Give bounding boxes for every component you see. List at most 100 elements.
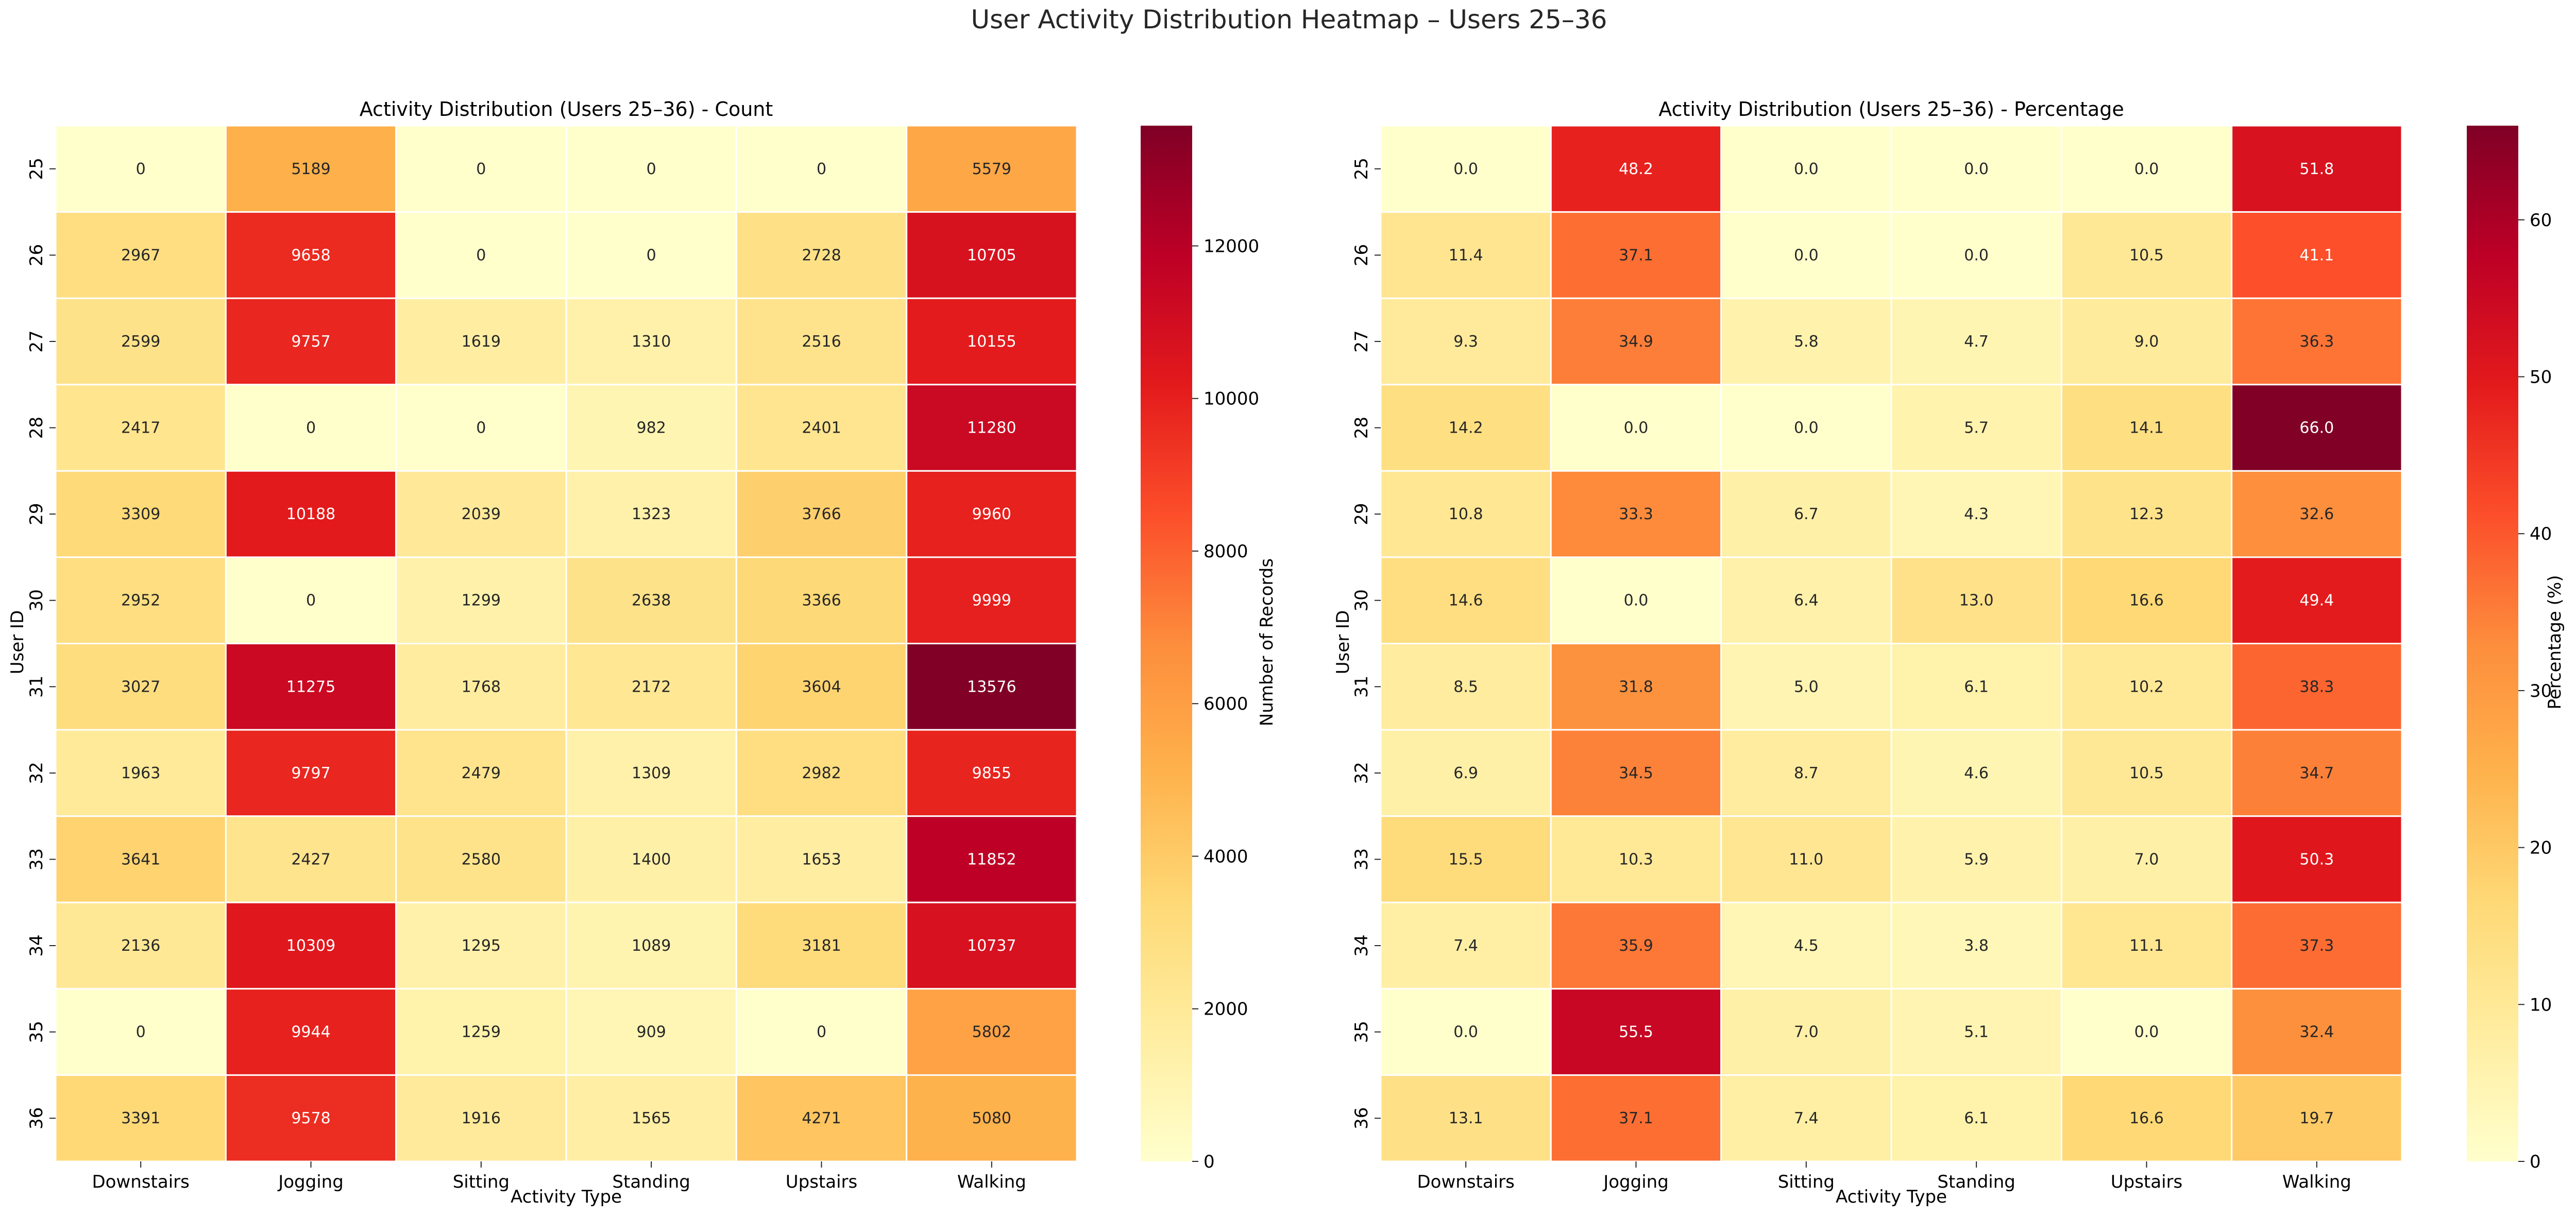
cell-value-label: 7.0 — [1794, 1023, 1819, 1041]
heatmap-cell — [906, 384, 1078, 472]
cell-value-label: 10705 — [967, 246, 1016, 264]
heatmap-cell — [395, 643, 567, 731]
heatmap-cell — [395, 729, 567, 817]
heatmap-cell — [906, 643, 1078, 731]
heatmap-cell — [1890, 470, 2062, 558]
cell-value-label: 1653 — [802, 850, 841, 868]
cell-value-label: 0.0 — [1453, 1023, 1478, 1041]
heatmap-cell — [1550, 125, 1722, 213]
cell-value-label: 9999 — [972, 592, 1011, 610]
cell-value-label: 35.9 — [1619, 937, 1653, 955]
cell-value-label: 34.7 — [2299, 764, 2334, 782]
cell-value-label: 9960 — [972, 505, 1011, 523]
percentage-colorbar-ticks: 0 10 20 30 40 50 60 — [2518, 210, 2552, 1172]
x-tick-label: Walking — [2282, 1172, 2351, 1192]
heatmap-cell — [565, 211, 737, 299]
cell-value-label: 0 — [817, 1023, 826, 1041]
cell-value-label: 0 — [647, 160, 656, 178]
heatmap-cell — [565, 297, 737, 386]
heatmap-cell — [735, 470, 908, 558]
cell-value-label: 3181 — [802, 937, 841, 955]
cell-value-label: 15.5 — [1449, 850, 1483, 868]
heatmap-cell — [55, 988, 227, 1076]
cell-value-label: 0.0 — [1964, 246, 1989, 264]
heatmap-cell — [1890, 556, 2062, 644]
heatmap-cell — [225, 1074, 397, 1162]
cell-value-label: 4.7 — [1964, 333, 1989, 351]
percentage-colorbar-label: Percentage (%) — [2545, 575, 2565, 710]
cell-value-label: 66.0 — [2299, 419, 2334, 437]
heatmap-cell — [2231, 729, 2403, 817]
heatmap-cell — [2231, 643, 2403, 731]
y-tick-label: 27 — [26, 330, 47, 352]
heatmap-cell — [565, 988, 737, 1076]
cell-value-label: 6.7 — [1794, 505, 1819, 523]
heatmap-cell — [2231, 1074, 2403, 1162]
colorbar-tick-label: 6000 — [1204, 694, 1248, 714]
cell-value-label: 3641 — [121, 850, 160, 868]
percentage-colorbar — [2467, 126, 2518, 1161]
heatmap-cell — [735, 297, 908, 386]
heatmap-cell — [565, 125, 737, 213]
cell-value-label: 7.4 — [1794, 1109, 1819, 1127]
heatmap-cell — [2060, 815, 2233, 903]
x-tick-label: Sitting — [1778, 1172, 1835, 1192]
cell-value-label: 5.0 — [1794, 678, 1819, 696]
heatmap-cell — [1720, 125, 1892, 213]
percentage-y-axis-label: User ID — [1333, 610, 1353, 675]
count-y-ticks: 25 26 27 28 29 30 31 32 33 34 35 36 — [26, 158, 56, 1129]
cell-value-label: 14.1 — [2129, 419, 2164, 437]
heatmap-cell — [55, 297, 227, 386]
cell-value-label: 6.1 — [1964, 678, 1989, 696]
cell-value-label: 51.8 — [2299, 160, 2334, 178]
cell-value-label: 10.5 — [2129, 246, 2164, 264]
heatmap-cell — [55, 556, 227, 644]
heatmap-cell — [2060, 211, 2233, 299]
x-tick-label: Standing — [612, 1172, 690, 1192]
cell-value-label: 1400 — [632, 850, 671, 868]
cell-value-label: 49.4 — [2299, 592, 2334, 610]
cell-value-label: 6.9 — [1453, 764, 1478, 782]
cell-value-label: 36.3 — [2299, 333, 2334, 351]
cell-value-label: 0 — [817, 160, 826, 178]
heatmap-cell — [735, 384, 908, 472]
heatmap-cell — [2231, 901, 2403, 990]
cell-value-label: 10.3 — [1619, 850, 1653, 868]
cell-value-label: 9797 — [291, 764, 330, 782]
cell-value-label: 5.8 — [1794, 333, 1819, 351]
cell-value-label: 3604 — [802, 678, 841, 696]
heatmap-cell — [1720, 988, 1892, 1076]
cell-value-label: 5.9 — [1964, 850, 1989, 868]
heatmap-cell — [1550, 297, 1722, 386]
cell-value-label: 16.6 — [2129, 592, 2164, 610]
heatmap-cell — [906, 1074, 1078, 1162]
heatmap-cell — [1380, 297, 1552, 386]
cell-value-label: 5.1 — [1964, 1023, 1989, 1041]
heatmap-cell — [1380, 125, 1552, 213]
colorbar-tick-label: 10 — [2530, 995, 2552, 1015]
cell-value-label: 1963 — [121, 764, 160, 782]
cell-value-label: 8.7 — [1794, 764, 1819, 782]
cell-value-label: 33.3 — [1619, 505, 1653, 523]
cell-value-label: 0.0 — [1794, 246, 1819, 264]
heatmap-cell — [1380, 384, 1552, 472]
heatmap-cell — [55, 1074, 227, 1162]
heatmap-cell — [1380, 556, 1552, 644]
y-tick-label: 35 — [1351, 1021, 1372, 1043]
cell-value-label: 0.0 — [1624, 592, 1649, 610]
cell-value-label: 14.6 — [1449, 592, 1483, 610]
heatmap-cell — [2060, 470, 2233, 558]
heatmap-cell — [2231, 556, 2403, 644]
heatmap-cell — [55, 384, 227, 472]
cell-value-label: 0 — [306, 419, 316, 437]
count-panel: Activity Distribution (Users 25–36) - Co… — [7, 98, 1277, 1207]
y-tick-label: 34 — [1351, 934, 1372, 956]
heatmap-cell — [1550, 815, 1722, 903]
colorbar-tick-label: 2000 — [1204, 999, 1248, 1020]
heatmap-cell — [225, 125, 397, 213]
cell-value-label: 55.5 — [1619, 1023, 1653, 1041]
cell-value-label: 11852 — [967, 850, 1016, 868]
cell-value-label: 7.0 — [2134, 850, 2159, 868]
heatmap-cell — [1550, 988, 1722, 1076]
count-x-axis-label: Activity Type — [511, 1187, 622, 1207]
